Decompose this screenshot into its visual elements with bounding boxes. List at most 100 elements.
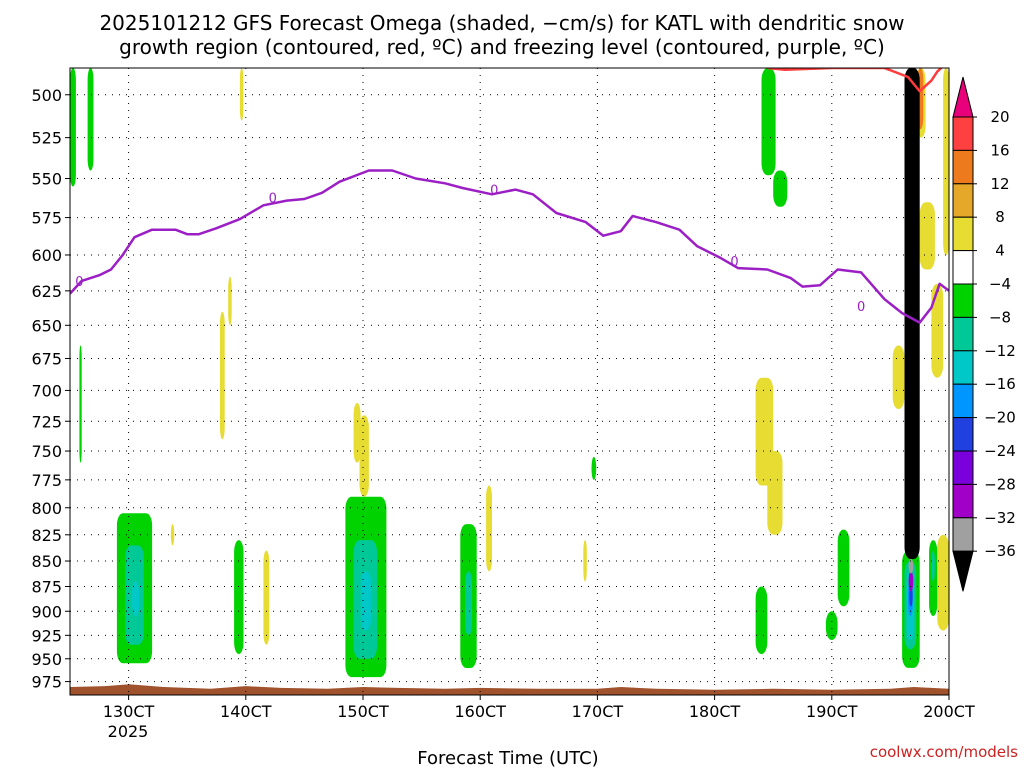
colorbar-swatch — [952, 283, 974, 318]
omega-region-35 — [825, 611, 838, 641]
y-tick-label-600: 600 — [31, 246, 62, 265]
colorbar-label: 8 — [995, 208, 1005, 226]
y-tick-label-750: 750 — [31, 442, 62, 461]
y-tick-label-725: 725 — [31, 412, 62, 431]
freezing-level-contour-label: 0 — [490, 184, 498, 199]
colorbar-label: −8 — [989, 308, 1011, 326]
omega-region-15 — [591, 456, 597, 480]
x-tick-label-17: 170CT — [572, 702, 624, 721]
colorbar-label: 4 — [995, 242, 1005, 260]
colorbar-swatch — [952, 483, 974, 519]
colorbar-label: −4 — [989, 275, 1011, 293]
omega-region-22 — [583, 540, 587, 582]
omega-region-17 — [767, 451, 783, 535]
omega-region-33 — [755, 586, 768, 655]
x-tick-label-15: 150CT — [337, 702, 389, 721]
colorbar-label: −20 — [984, 409, 1016, 427]
omega-region-2 — [239, 68, 244, 121]
y-tick-label-975: 975 — [31, 673, 62, 692]
freezing-level-contour-label: 0 — [730, 255, 738, 270]
colorbar-top-arrow — [952, 76, 974, 118]
omega-shading-layer — [70, 68, 949, 678]
colorbar-bottom-arrow — [952, 550, 974, 592]
omega-region-7 — [919, 202, 935, 270]
y-tick-label-900: 900 — [31, 602, 62, 621]
y-tick-label-500: 500 — [31, 86, 62, 105]
colorbar-swatch — [952, 250, 974, 285]
colorbar-label: −24 — [984, 442, 1016, 460]
omega-region-18 — [892, 345, 905, 410]
omega-region-44 — [931, 550, 935, 582]
x-axis-ticks: 130CT 140CT 150CT 160CT 170CT 180CT 190CT 200CT — [103, 695, 975, 721]
omega-region-21 — [486, 485, 492, 572]
colorbar-label: 20 — [990, 108, 1009, 126]
omega-region-8 — [931, 283, 944, 378]
omega-region-34 — [837, 529, 850, 607]
omega-region-13 — [353, 402, 361, 463]
colorbar-label: 12 — [990, 175, 1009, 193]
source-credit: coolwx.com/models — [870, 743, 1018, 761]
colorbar-label: −36 — [984, 542, 1016, 560]
y-tick-label-875: 875 — [31, 578, 62, 597]
colorbar-label: 16 — [990, 141, 1009, 159]
omega-region-42 — [908, 559, 914, 574]
y-tick-label-800: 800 — [31, 499, 62, 518]
omega-region-41 — [908, 571, 914, 592]
omega-region-1 — [87, 68, 94, 171]
omega-region-30 — [360, 571, 372, 631]
chart-title-line-2: growth region (contoured, red, ºC) and f… — [119, 35, 885, 59]
y-tick-label-825: 825 — [31, 526, 62, 545]
terrain-surface — [70, 684, 949, 695]
omega-region-40 — [909, 586, 913, 607]
omega-region-27 — [234, 540, 244, 655]
colorbar-label: −16 — [984, 375, 1016, 393]
omega-region-23 — [937, 534, 949, 631]
omega-region-14 — [359, 415, 369, 497]
omega-region-32 — [465, 571, 472, 636]
y-tick-label-525: 525 — [31, 129, 62, 148]
y-tick-label-650: 650 — [31, 316, 62, 335]
colorbar-swatch — [952, 383, 974, 419]
freezing-level-contour-label: 0 — [857, 300, 865, 315]
x-tick-label-18: 180CT — [689, 702, 741, 721]
y-tick-label-775: 775 — [31, 471, 62, 490]
omega-region-12 — [228, 276, 232, 326]
colorbar-label: −12 — [984, 342, 1016, 360]
omega-region-19 — [170, 524, 175, 546]
y-tick-label-950: 950 — [31, 650, 62, 669]
y-tick-label-700: 700 — [31, 381, 62, 400]
freezing-level-contour-label: 0 — [75, 275, 83, 290]
colorbar-label: −32 — [984, 509, 1016, 527]
y-axis-ticks: 500 525 550 575 600 625 650 675 700 725 750 775 800 8… — [31, 86, 70, 692]
colorbar: 20 16 12 8 4 −4 −8 −12 −16 −20 −24 −28 −32 −36 — [952, 76, 1016, 592]
x-tick-label-13: 130CT — [103, 702, 155, 721]
colorbar-label: −28 — [984, 475, 1016, 493]
x-axis-title: Forecast Time (UTC) — [417, 748, 598, 768]
omega-region-9 — [943, 68, 949, 255]
omega-region-4 — [773, 170, 788, 207]
x-tick-label-14: 140CT — [220, 702, 272, 721]
y-tick-label-850: 850 — [31, 552, 62, 571]
colorbar-swatch — [952, 216, 974, 252]
plot-background — [70, 68, 949, 695]
colorbar-swatch — [952, 350, 974, 385]
y-tick-label-675: 675 — [31, 350, 62, 369]
x-tick-label-16: 160CT — [454, 702, 506, 721]
colorbar-swatch — [952, 183, 974, 218]
omega-region-3 — [761, 68, 776, 176]
dendritic-snow-growth-contour — [767, 68, 944, 93]
chart-title-line-1: 2025101212 GFS Forecast Omega (shaded, −… — [99, 11, 904, 35]
omega-region-20 — [263, 550, 270, 645]
omega-region-10 — [79, 345, 82, 463]
contour-layer: 0 0 0 0 0 — [70, 68, 949, 324]
terrain-layer — [70, 684, 949, 695]
plot-frame — [69, 67, 950, 696]
y-tick-label-925: 925 — [31, 626, 62, 645]
freezing-level-contour-label: 0 — [269, 192, 277, 207]
colorbar-swatch — [952, 116, 974, 151]
omega-region-0 — [70, 68, 76, 187]
y-tick-label-625: 625 — [31, 282, 62, 301]
colorbar-swatch — [952, 450, 974, 485]
y-tick-label-575: 575 — [31, 209, 62, 228]
